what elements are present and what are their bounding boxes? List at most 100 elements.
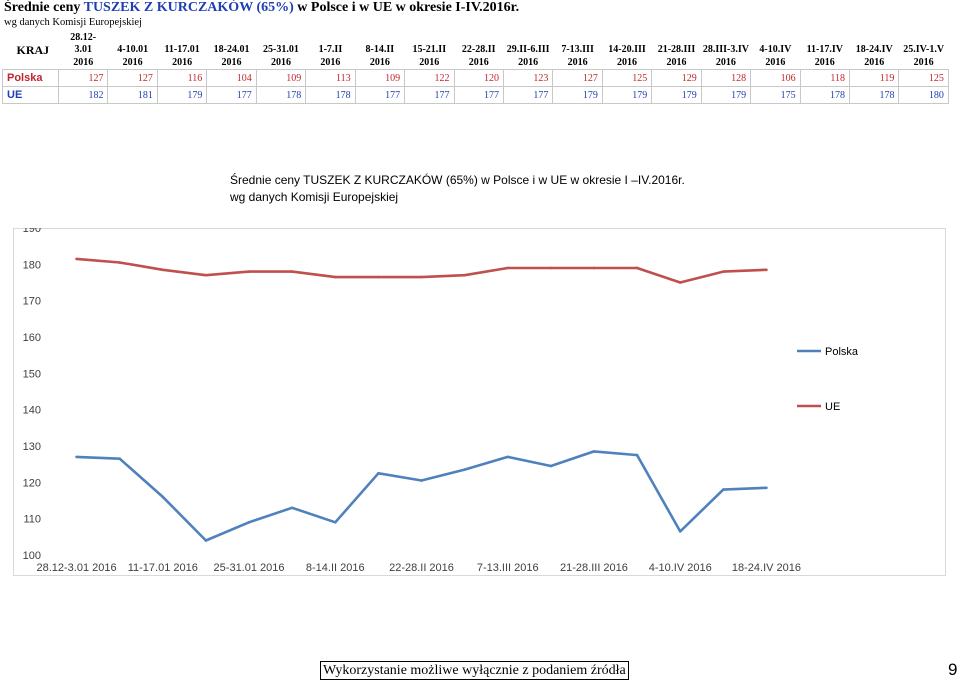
table-cell-price: 175 [750,86,801,104]
chart-border [13,228,946,576]
table-header-line: 11-17.01 [164,44,200,55]
x-tick-label: 21-28.III 2016 [560,562,628,574]
table-header-cell: 18-24.01 2016 [207,31,256,70]
table-header-cell: 18-24.IV 2016 [850,31,899,70]
table-cell-price: 177 [354,86,406,104]
data-point-polska [463,468,466,471]
y-tick-label: 190 [23,228,41,235]
legend-label-ue: UE [825,401,840,413]
table-header-cell: 4-10.01 2016 [108,31,157,70]
table-header-row: KRAJ 28.12- 3.01 2016 4-10.01 2016 11-17.01 201… [3,31,949,70]
data-point-ue [463,273,466,277]
table-header-line: 2016 [715,56,736,68]
chart-title-line1: Średnie ceny TUSZEK Z KURCZAKÓW (65%) w … [230,173,685,187]
page-title: Średnie ceny TUSZEK Z KURCZAKÓW (65%) w … [4,0,519,16]
y-tick-label: 150 [23,368,41,380]
table-header-line: 25.IV-1.V [903,44,945,55]
y-tick-label: 110 [23,514,41,526]
table-row: UE 182 181 179 177 178 178 177 177 177 177 179 179 17… [2,86,949,104]
table-cell-price: 116 [156,69,208,87]
x-tick-label: 11-17.01 2016 [128,562,198,574]
table-header-line: 3.01 [74,44,92,55]
table-header-line: 28.12- [70,31,97,43]
table-header-line: 2016 [172,56,193,68]
table-row-country: UE [2,86,59,104]
table-header-cell: 1-7.II 2016 [306,31,355,70]
table-row-country: Polska [2,69,59,87]
data-point-polska [333,521,337,524]
table-cell-price: 181 [107,86,158,104]
table-cell-price: 113 [305,69,356,87]
x-tick-label: 7-13.III 2016 [477,562,539,574]
table-header-line: 4-10.01 [117,44,149,55]
table-header-line: 2016 [518,56,539,68]
data-point-ue [678,281,682,284]
table-cell-price: 129 [651,69,702,87]
table-header-cell: 22-28.II 2016 [454,31,503,70]
table-header-line: 18-24.01 [213,44,250,55]
data-point-polska [506,455,510,459]
x-tick-label: 25-31.01 2016 [214,562,285,574]
table-header-cell: 11-17.01 2016 [157,31,206,70]
table-cell-price: 179 [651,86,702,104]
series-line-polska [76,450,767,542]
data-point-ue [161,268,165,272]
table-cell-price: 120 [453,69,504,87]
table-header-line: 22-28.II [461,44,496,55]
table-header-line: 8-14.II [365,44,395,55]
chart-title-line2: wg danych Komisji Europejskiej [230,190,399,204]
table-header-line: 2016 [468,56,489,68]
table-cell-price: 128 [700,69,752,87]
series-line-ue [76,257,767,284]
data-point-ue [377,275,380,279]
table-header-cell: 15-21.II 2016 [405,31,454,70]
table-cell-price: 179 [601,86,653,104]
y-tick-label: 140 [23,405,41,417]
table-row: Polska 127 127 116 104 109 113 109 122 120 123 127 1… [2,69,949,87]
table-header-cell: 29.II-6.III 2016 [503,31,552,70]
table-cell-price: 125 [601,69,653,87]
x-tick-label: 4-10.IV 2016 [649,562,712,574]
table-header-line: 2016 [419,56,440,68]
table-cell-price: 127 [107,69,158,87]
data-point-ue [592,266,596,270]
table-cell-price: 104 [206,69,257,87]
table-cell-price: 177 [206,86,257,104]
table-header-cell: 11-17.IV 2016 [800,31,849,70]
data-point-polska [75,455,78,459]
table-header-line: 2016 [617,56,638,68]
data-point-ue [75,257,78,261]
page-subtitle: wg danych Komisji Europejskiej [4,17,142,28]
y-tick-label: 160 [23,332,41,344]
data-point-ue [722,270,725,273]
table-header-line: 14-20.III [608,44,646,55]
data-point-polska [765,486,768,490]
table-cell-price: 177 [502,86,554,104]
page-title-suffix: w Polsce i w UE w okresie I-IV.2016r. [293,0,520,15]
price-table: KRAJ 28.12- 3.01 2016 4-10.01 2016 11-17.01 201… [2,31,949,104]
y-tick-label: 130 [23,441,41,453]
table-cell-price: 179 [552,86,603,104]
table-header-cell: 8-14.II 2016 [355,31,404,70]
table-header-line: 25-31.01 [263,44,299,55]
data-point-ue [290,270,294,273]
table-header-cell: 28.III-3.IV 2016 [701,31,750,70]
data-point-polska [592,450,596,453]
table-header-line: 2016 [666,56,687,68]
table-header-cell: 28.12- 3.01 2016 [59,31,108,70]
table-cell-price: 122 [404,69,455,87]
x-tick-label: 28.12-3.01 2016 [36,562,116,574]
table-header-line: 2016 [270,56,291,68]
table-cell-price: 109 [255,69,307,87]
data-point-ue [118,261,121,264]
table-header-line: 21-28.III [657,44,696,55]
table-header-line: 2016 [814,56,835,68]
table-cell-price: 179 [156,86,208,104]
data-point-polska [678,530,682,533]
table-header-line: 2016 [913,56,934,68]
table-cell-price: 106 [750,69,801,87]
x-tick-label: 18-24.IV 2016 [732,562,801,574]
table-header-cell: 25.IV-1.V 2016 [899,31,948,70]
table-header-line: 29.II-6.III [506,44,550,55]
data-point-polska [377,471,380,475]
